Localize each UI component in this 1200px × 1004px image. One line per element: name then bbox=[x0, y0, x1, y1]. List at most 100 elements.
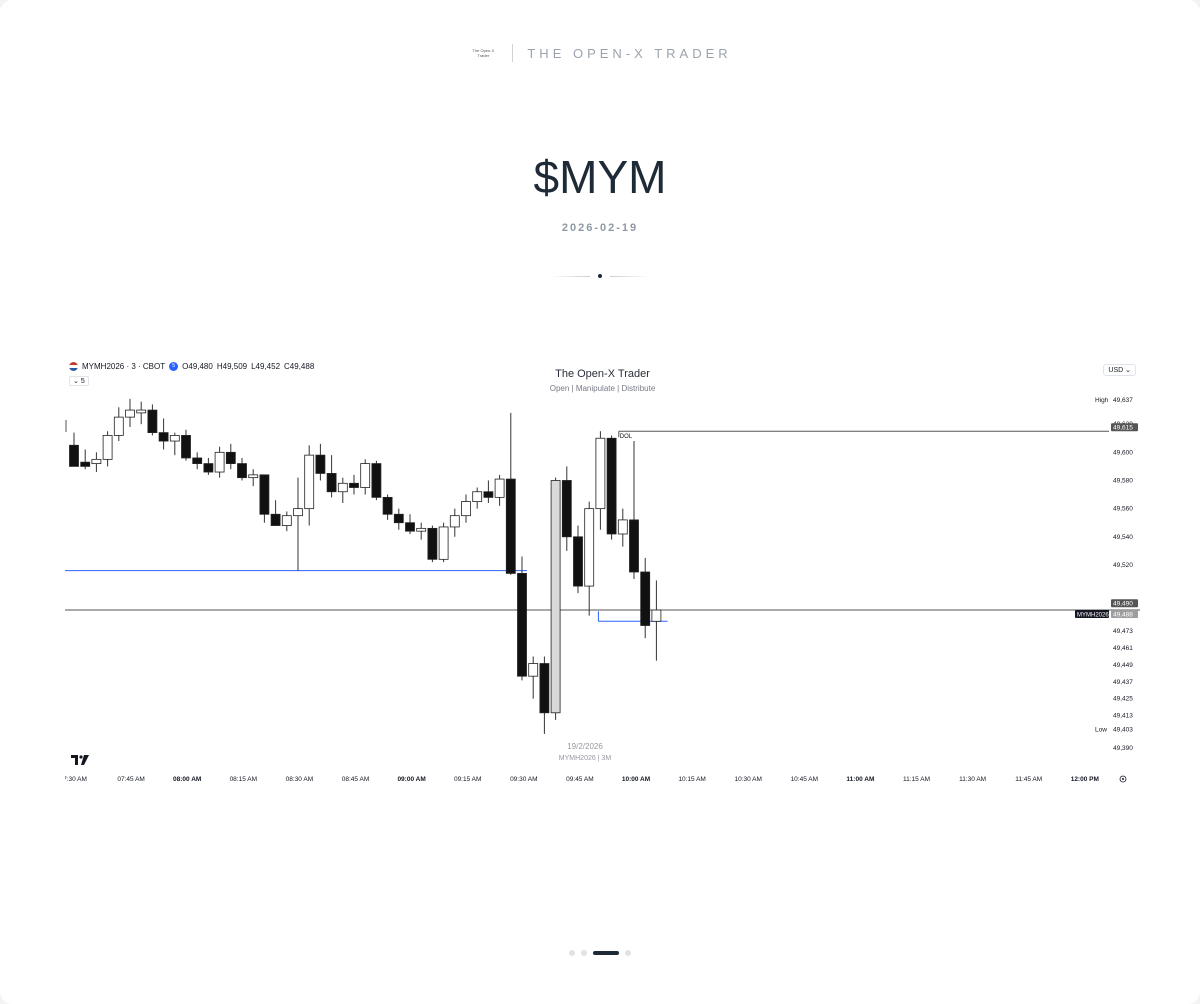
pager-dot[interactable] bbox=[581, 950, 587, 956]
candle[interactable] bbox=[102, 435, 113, 460]
price-box bbox=[1111, 599, 1138, 608]
candle[interactable] bbox=[472, 491, 483, 503]
pager-dot[interactable] bbox=[569, 950, 575, 956]
candle[interactable] bbox=[561, 480, 572, 538]
time-tick-label: 08:00 AM bbox=[173, 776, 201, 783]
time-tick-label: 10:15 AM bbox=[678, 776, 705, 783]
ohlc-high: H49,509 bbox=[216, 362, 248, 371]
candle[interactable] bbox=[214, 451, 225, 473]
pager-dot[interactable] bbox=[625, 950, 631, 956]
price-tick-label: 49,540 bbox=[1113, 534, 1133, 541]
candle[interactable] bbox=[438, 526, 449, 560]
candle[interactable] bbox=[259, 474, 270, 515]
candle[interactable] bbox=[360, 463, 371, 488]
time-tick-label: 09:15 AM bbox=[454, 776, 481, 783]
candle[interactable] bbox=[337, 482, 348, 493]
candle[interactable] bbox=[371, 463, 382, 498]
candle[interactable] bbox=[595, 437, 606, 510]
candle[interactable] bbox=[147, 409, 158, 434]
settings-icon[interactable] bbox=[1119, 775, 1127, 783]
candlestick-chart[interactable]: DOL49,62049,60049,58049,56049,54049,5204… bbox=[65, 358, 1140, 788]
candle[interactable] bbox=[629, 519, 639, 573]
candle[interactable] bbox=[427, 527, 438, 560]
candle[interactable] bbox=[315, 454, 326, 474]
time-tick-label: 08:45 AM bbox=[342, 776, 369, 783]
candle[interactable] bbox=[461, 501, 471, 517]
candle[interactable] bbox=[326, 473, 337, 493]
candle[interactable] bbox=[69, 444, 79, 467]
indicators-toggle[interactable]: ⌄ 5 bbox=[69, 376, 89, 386]
candle[interactable] bbox=[449, 515, 460, 528]
ohlc-close: C49,488 bbox=[284, 362, 315, 371]
candle[interactable] bbox=[181, 435, 191, 459]
candle[interactable] bbox=[225, 451, 236, 464]
carousel-pager bbox=[0, 950, 1200, 956]
candle[interactable] bbox=[125, 409, 135, 418]
candle[interactable] bbox=[640, 571, 651, 626]
time-tick-label: 11:15 AM bbox=[903, 776, 930, 783]
time-tick-label: 08:30 AM bbox=[286, 776, 313, 783]
candle[interactable] bbox=[416, 527, 427, 532]
candle[interactable] bbox=[584, 508, 595, 587]
candle[interactable] bbox=[237, 463, 247, 479]
candle[interactable] bbox=[304, 454, 315, 510]
post-date: 2026-02-19 bbox=[561, 222, 639, 234]
level-name-label: Low bbox=[1095, 727, 1107, 734]
currency-label: USD bbox=[1108, 367, 1124, 374]
divider-line-right bbox=[610, 276, 650, 277]
candle[interactable] bbox=[617, 519, 628, 535]
candle[interactable] bbox=[393, 513, 404, 524]
chart-container[interactable]: DOL49,62049,60049,58049,56049,54049,5204… bbox=[65, 358, 1140, 788]
candle[interactable] bbox=[573, 536, 583, 587]
price-tick-label: 49,390 bbox=[1113, 745, 1133, 752]
candle[interactable] bbox=[539, 663, 550, 714]
candle[interactable] bbox=[517, 573, 527, 677]
candle[interactable] bbox=[203, 463, 214, 473]
candle[interactable] bbox=[136, 409, 147, 414]
price-box-label: 49,488 bbox=[1113, 612, 1133, 619]
candle[interactable] bbox=[158, 432, 169, 442]
candle[interactable] bbox=[405, 522, 415, 532]
level-name-label: High bbox=[1095, 397, 1109, 404]
symbol-label[interactable]: MYMH2026 · 3 · CBOT bbox=[82, 362, 166, 371]
candle[interactable] bbox=[494, 478, 505, 498]
candle[interactable] bbox=[528, 663, 539, 677]
price-tick-label: 49,425 bbox=[1113, 696, 1133, 703]
price-box-label: 49,615 bbox=[1113, 425, 1133, 432]
pager-dot[interactable] bbox=[593, 951, 619, 955]
candle[interactable] bbox=[349, 482, 359, 488]
candle[interactable] bbox=[651, 609, 662, 622]
candle[interactable] bbox=[281, 515, 292, 526]
candle[interactable] bbox=[270, 513, 281, 526]
candle[interactable] bbox=[80, 461, 91, 467]
candle[interactable] bbox=[382, 496, 393, 515]
time-tick-label: 11:30 AM bbox=[959, 776, 986, 783]
time-tick-label: 11:45 AM bbox=[1015, 776, 1042, 783]
time-tick-label: 09:00 AM bbox=[397, 776, 425, 783]
candle[interactable] bbox=[505, 478, 516, 574]
candle[interactable] bbox=[91, 458, 102, 464]
candle[interactable] bbox=[606, 437, 617, 535]
time-tick-label: 07:45 AM bbox=[117, 776, 144, 783]
candle[interactable] bbox=[550, 480, 561, 714]
candle[interactable] bbox=[293, 508, 303, 517]
candle[interactable] bbox=[192, 457, 203, 464]
chart-subtitle: Open | Manipulate | Distribute bbox=[549, 384, 656, 393]
price-tick-label: 49,449 bbox=[1113, 662, 1133, 669]
brand-bar: The Open-X Trader THE OPEN-X TRADER bbox=[0, 44, 1200, 62]
brand-name[interactable]: THE OPEN-X TRADER bbox=[527, 45, 732, 61]
price-tick-label: 49,520 bbox=[1113, 562, 1133, 569]
currency-select[interactable]: USD ⌄ bbox=[1103, 364, 1136, 376]
candle[interactable] bbox=[113, 416, 124, 436]
level-price-label: 49,403 bbox=[1113, 727, 1133, 734]
candle[interactable] bbox=[483, 491, 494, 498]
candle[interactable] bbox=[169, 435, 180, 442]
candle[interactable] bbox=[248, 474, 259, 479]
tradingview-logo-icon[interactable] bbox=[71, 755, 89, 765]
symbol-tag-box bbox=[1075, 610, 1109, 619]
live-badge: 5 bbox=[169, 362, 179, 371]
price-tick-label: 49,461 bbox=[1113, 645, 1133, 652]
us-flag-icon bbox=[69, 362, 78, 371]
brand-logo[interactable]: The Open-X Trader bbox=[472, 48, 495, 58]
